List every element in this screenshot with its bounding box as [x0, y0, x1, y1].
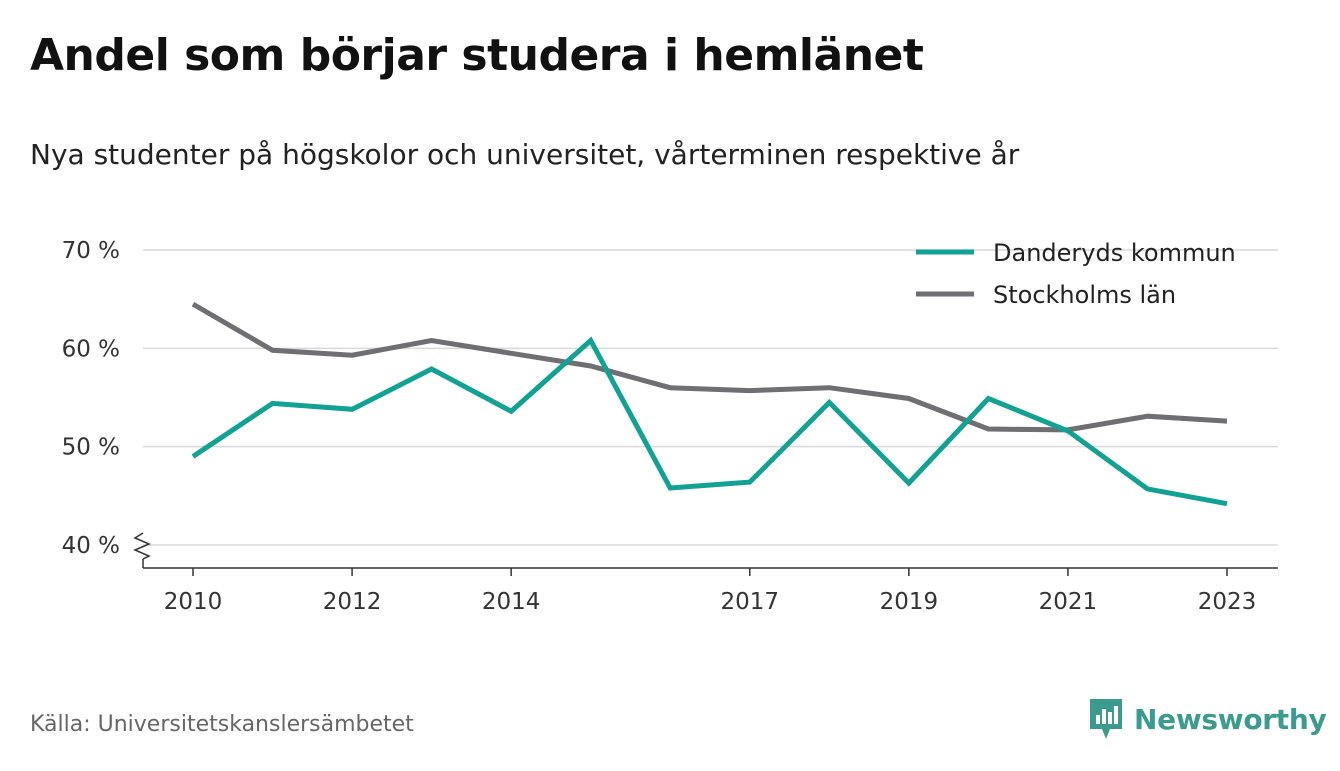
legend-label: Stockholms län — [993, 281, 1176, 309]
x-tick-label: 2014 — [482, 589, 541, 615]
source-note: Källa: Universitetskanslersämbetet — [30, 712, 414, 737]
x-tick-label: 2012 — [323, 589, 382, 615]
axis-break-icon — [133, 532, 151, 560]
y-tick-label: 60 % — [62, 336, 120, 362]
x-tick-label: 2019 — [880, 589, 939, 615]
y-axis-labels: 40 % 50 % 60 % 70 % — [62, 238, 120, 559]
y-tick-label: 70 % — [62, 238, 120, 264]
legend: Danderyds kommun Stockholms län — [916, 239, 1236, 309]
chart-subtitle: Nya studenter på högskolor och universit… — [30, 138, 1020, 171]
line-chart: 40 % 50 % 60 % 70 % 2010 2012 2014 2017 2019 202… — [62, 238, 1278, 615]
x-axis-labels: 2010 2012 2014 2017 2019 2021 2023 — [164, 589, 1257, 615]
brand-name: Newsworthy — [1134, 702, 1327, 736]
axes — [133, 532, 1278, 576]
series-line-stockholm — [191, 301, 1228, 433]
legend-label: Danderyds kommun — [993, 239, 1236, 267]
x-tick-label: 2010 — [164, 589, 223, 615]
chart-title: Andel som börjar studera i hemlänet — [30, 30, 924, 81]
x-tick-label: 2017 — [720, 589, 779, 615]
brand-logo: Newsworthy — [1088, 697, 1327, 741]
newsworthy-logo-icon — [1090, 699, 1122, 739]
y-tick-label: 50 % — [62, 435, 120, 461]
x-tick-label: 2023 — [1198, 589, 1257, 615]
x-tick-label: 2021 — [1039, 589, 1098, 615]
series-lines — [191, 301, 1228, 507]
y-tick-label: 40 % — [62, 533, 120, 559]
series-line-danderyd — [191, 336, 1228, 507]
